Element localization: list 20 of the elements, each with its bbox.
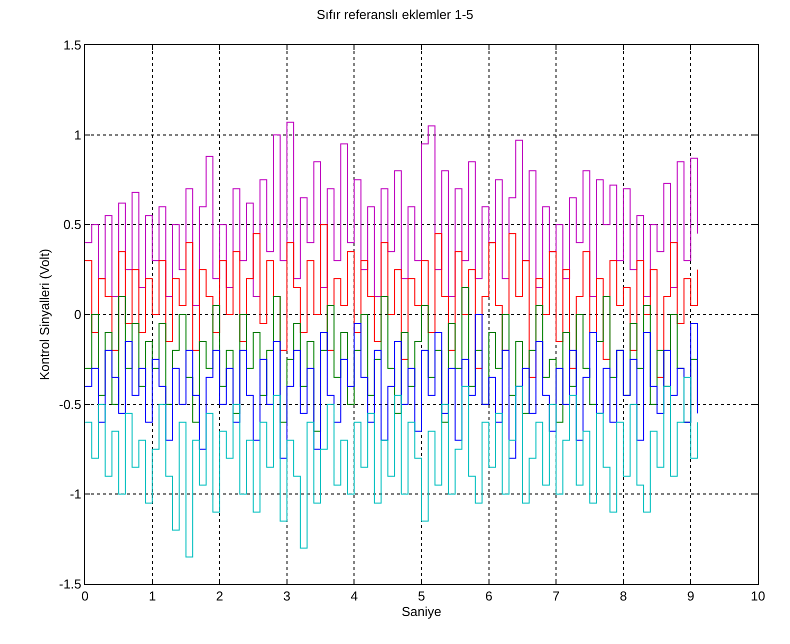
x-tick-label: 6 [485,588,492,604]
y-tick-label: 0.5 [63,217,82,232]
y-tick-label: -1 [70,486,82,502]
y-tick-label: 0 [74,307,82,322]
x-tick-label: 3 [283,588,291,604]
x-tick-label: 5 [418,588,426,604]
x-tick-label: 4 [350,588,358,604]
x-tick-label: 10 [750,588,766,604]
x-tick-label: 2 [216,588,224,604]
y-axis-title: Kontrol Sinyalleri (Volt) [36,248,52,380]
y-tick-label: 1 [74,127,82,142]
y-tick-label: 1.5 [63,38,82,53]
y-tick-label: -0.5 [58,396,82,412]
x-tick-label: 8 [620,588,628,604]
x-axis-title: Saniye [402,604,442,620]
x-tick-label: 1 [148,588,156,604]
y-tick-label: -1.5 [58,576,82,592]
chart-title: Sıfır referanslı eklemler 1-5 [316,6,474,22]
x-tick-label: 7 [552,588,560,604]
x-tick-label: 9 [687,588,694,604]
